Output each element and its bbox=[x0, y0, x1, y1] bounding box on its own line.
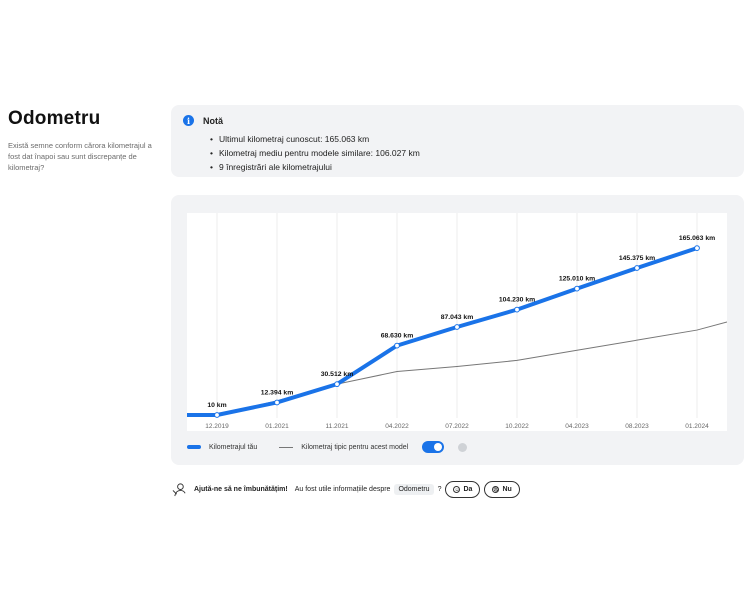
data-label: 165.063 km bbox=[679, 235, 715, 242]
no-label: Nu bbox=[502, 486, 512, 493]
feedback-bar: Ajută-ne să ne îmbunătățim! Au fost util… bbox=[172, 481, 520, 498]
data-label: 30.512 km bbox=[321, 371, 354, 378]
typical-mileage-toggle[interactable] bbox=[422, 441, 445, 453]
data-point bbox=[454, 324, 460, 330]
data-label: 12.394 km bbox=[261, 389, 294, 396]
data-label: 125.010 km bbox=[559, 276, 595, 283]
data-point bbox=[214, 412, 220, 418]
data-label: 104.230 km bbox=[499, 297, 535, 304]
data-point bbox=[514, 306, 520, 313]
note-list: Ultimul kilometraj cunoscut: 165.063 km … bbox=[210, 132, 732, 174]
x-tick-label: 07.2022 bbox=[445, 423, 469, 430]
yes-label: Da bbox=[463, 486, 473, 493]
legend-swatch-your-mileage bbox=[187, 445, 201, 449]
help-icon[interactable] bbox=[458, 442, 468, 452]
odometer-intro: Odometru Există semne conform cărora kil… bbox=[8, 108, 158, 173]
mileage-chart: 12.2019 01.2021 11.2021 04.2022 07.2022 10.20… bbox=[187, 213, 727, 430]
typical-mileage-line bbox=[216, 321, 727, 416]
legend-label-typical-mileage: Kilometraj tipic pentru acest model bbox=[301, 443, 409, 451]
data-point bbox=[274, 399, 280, 406]
feedback-topic: Odometru bbox=[394, 484, 434, 495]
data-label: 10 km bbox=[207, 402, 226, 409]
no-button[interactable]: ☹ Nu bbox=[484, 481, 520, 498]
no-icon: ☹ bbox=[492, 486, 500, 493]
data-point bbox=[334, 381, 340, 388]
x-tick-label: 11.2021 bbox=[325, 423, 348, 430]
x-tick-label: 04.2023 bbox=[565, 423, 589, 430]
page-title: Odometru bbox=[8, 108, 101, 129]
info-icon: i bbox=[183, 115, 194, 126]
note-item: Kilometraj mediu pentru modele similare:… bbox=[210, 146, 732, 160]
feedback-question-mark: ? bbox=[437, 486, 442, 493]
note-item: Ultimul kilometraj cunoscut: 165.063 km bbox=[210, 132, 732, 146]
page-subtitle: Există semne conform cărora kilometrajul… bbox=[8, 141, 152, 172]
data-point bbox=[694, 245, 700, 252]
x-tick-label: 01.2021 bbox=[265, 423, 289, 430]
data-label: 68.630 km bbox=[381, 333, 414, 340]
your-mileage-line bbox=[187, 246, 699, 417]
x-tick-label: 08.2023 bbox=[625, 423, 649, 430]
data-label: 145.375 km bbox=[619, 255, 655, 262]
chart-area: 12.2019 01.2021 11.2021 04.2022 07.2022 10.20… bbox=[187, 213, 727, 431]
chart-legend: Kilometrajul tău Kilometraj tipic pentru… bbox=[187, 441, 468, 453]
x-tick-label: 01.2024 bbox=[685, 423, 709, 430]
note-item: 9 înregistrări ale kilometrajului bbox=[210, 160, 732, 174]
note-panel: i Notă Ultimul kilometraj cunoscut: 165.… bbox=[171, 105, 744, 177]
feedback-prompt: Ajută-ne să ne îmbunătățim! bbox=[194, 486, 288, 493]
legend-label-your-mileage: Kilometrajul tău bbox=[209, 443, 258, 451]
data-point bbox=[394, 342, 400, 349]
x-tick-label: 04.2022 bbox=[385, 423, 409, 430]
yes-button[interactable]: ☺ Da bbox=[445, 481, 481, 498]
yes-icon: ☺ bbox=[453, 486, 461, 493]
feedback-person-icon bbox=[172, 483, 186, 497]
note-title: Notă bbox=[203, 115, 223, 126]
x-tick-label: 12.2019 bbox=[205, 423, 229, 430]
legend-swatch-typical-mileage bbox=[279, 446, 294, 448]
feedback-question: Au fost utile informațiile despre bbox=[294, 486, 391, 493]
mileage-chart-card: 12.2019 01.2021 11.2021 04.2022 07.2022 10.20… bbox=[171, 195, 744, 465]
data-point bbox=[574, 285, 580, 292]
data-point bbox=[634, 265, 640, 271]
note-header: i Notă bbox=[183, 115, 732, 126]
x-tick-label: 10.2022 bbox=[505, 423, 529, 430]
data-label: 87.043 km bbox=[441, 314, 474, 321]
